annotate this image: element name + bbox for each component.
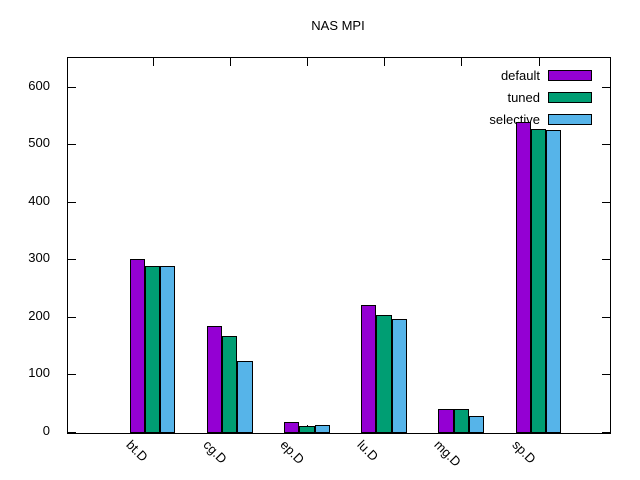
legend-label: default [500, 67, 540, 83]
legend-swatch [548, 113, 592, 125]
legend: default tuned selective [489, 64, 592, 130]
x-axis-tick-label: ep.D [277, 437, 308, 468]
legend-label: tuned [507, 89, 540, 105]
bar-cg.D-tuned [222, 335, 238, 433]
x-tick-mark-top [461, 58, 463, 66]
bar-mg.D-tuned [453, 409, 469, 433]
x-tick-mark-top [384, 58, 386, 66]
bar-sp.D-tuned [530, 129, 547, 433]
bar-ep.D-selective [314, 424, 330, 433]
y-tick-mark-right [602, 144, 610, 146]
y-tick-mark-right [602, 374, 610, 376]
y-axis-tick-label: 300 [28, 250, 50, 266]
y-tick-mark-left [68, 201, 76, 203]
y-tick-mark-left [68, 86, 76, 88]
y-tick-mark-right [602, 201, 610, 203]
y-tick-mark-left [68, 432, 76, 433]
y-tick-mark-right [602, 86, 610, 88]
chart-title: NAS MPI [311, 18, 365, 33]
y-axis-tick-label: 100 [28, 365, 50, 381]
y-axis-tick-label: 400 [28, 192, 50, 208]
y-tick-mark-right [602, 432, 610, 433]
bar-lu.D-default [361, 305, 377, 433]
bar-bt.D-tuned [144, 266, 161, 433]
bar-lu.D-tuned [376, 314, 392, 433]
bar-mg.D-default [438, 408, 454, 433]
x-axis-tick-label: bt.D [122, 437, 151, 465]
legend-row: default [489, 64, 592, 86]
legend-swatch [548, 91, 592, 103]
x-tick-mark-top [152, 58, 154, 66]
y-tick-mark-right [602, 259, 610, 261]
x-tick-mark-top [229, 58, 231, 66]
bar-bt.D-selective [160, 266, 176, 433]
y-tick-mark-left [68, 259, 76, 261]
y-axis-tick-label: 200 [28, 307, 50, 323]
bar-cg.D-selective [237, 361, 253, 433]
y-tick-mark-right [602, 316, 610, 318]
y-tick-mark-left [68, 144, 76, 146]
y-tick-mark-left [68, 374, 76, 376]
x-axis-tick-label: cg.D [200, 437, 230, 467]
x-axis-tick-label: lu.D [354, 437, 382, 464]
y-tick-mark-left [68, 316, 76, 318]
x-tick-mark-top [306, 58, 308, 66]
bar-sp.D-default [515, 121, 531, 433]
bar-bt.D-default [129, 258, 145, 433]
bar-lu.D-selective [391, 318, 408, 433]
bar-sp.D-selective [546, 129, 562, 433]
y-axis-tick-label: 600 [28, 77, 50, 93]
plot-area: default tuned selective [67, 57, 611, 434]
x-tick-mark-top [538, 58, 540, 66]
legend-row: tuned [489, 86, 592, 108]
legend-swatch [548, 69, 592, 81]
y-axis-tick-label: 500 [28, 135, 50, 151]
y-axis-tick-label: 0 [42, 423, 50, 438]
bar-mg.D-selective [468, 415, 485, 433]
x-axis-tick-label: mg.D [431, 437, 465, 470]
bar-ep.D-default [283, 422, 300, 433]
x-axis-tick-label: sp.D [508, 437, 539, 467]
bar-cg.D-default [206, 326, 223, 433]
bar-ep.D-tuned [299, 425, 315, 433]
legend-row: selective [489, 108, 592, 130]
